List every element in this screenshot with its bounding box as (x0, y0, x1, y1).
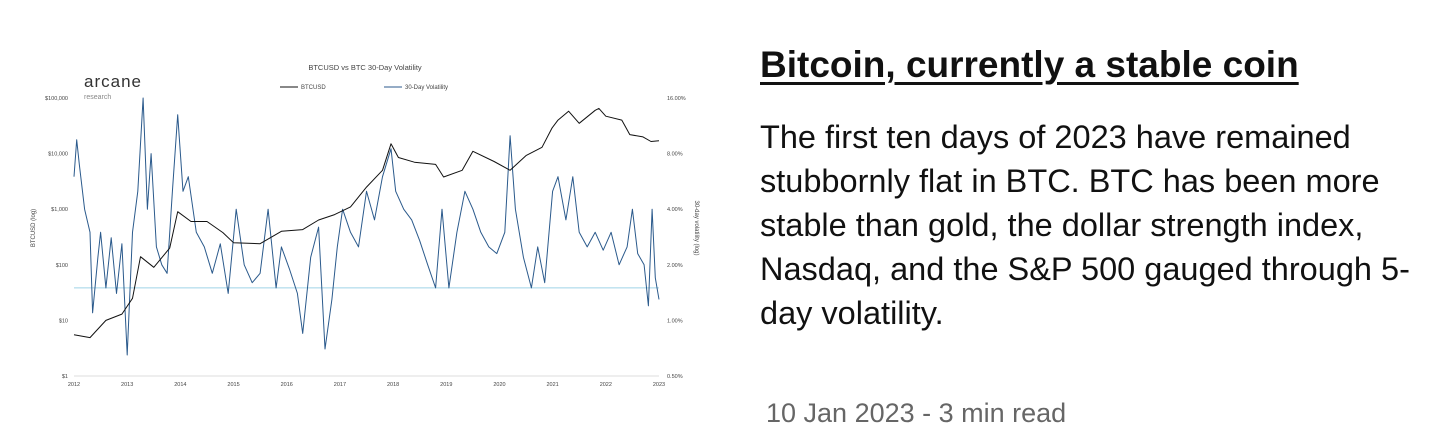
chart-image: 2012 2013 2014 2015 2016 2017 2018 2019 2020 2021… (18, 48, 708, 398)
y-tick-label: $100 (56, 263, 68, 269)
brand-sub: research (84, 94, 111, 101)
series-line-volatility (73, 97, 660, 356)
legend: BTCUSD 30-Day Volatility (280, 85, 448, 91)
legend-label-volatility: 30-Day Volatility (405, 85, 448, 91)
x-tick-label: 2021 (547, 382, 559, 388)
y-tick-label: $10,000 (48, 152, 68, 158)
y-tick-label: $10 (59, 318, 68, 324)
article-subtitle: The first ten days of 2023 have remained… (760, 119, 1410, 331)
y2-axis-label: 30-day volatility (log) (693, 200, 699, 255)
x-tick-label: 2023 (653, 382, 665, 388)
y-axis-label: BTCUSD (log) (31, 209, 37, 247)
x-tick-label: 2018 (387, 382, 399, 388)
y-tick-label: $1,000 (51, 207, 68, 213)
series-line-btcusd (73, 107, 660, 339)
arcane-logo: arcane research (84, 72, 142, 101)
y2-tick-label: 8.00% (667, 152, 683, 158)
x-tick-label: 2019 (440, 382, 452, 388)
chart-title: BTCUSD vs BTC 30-Day Volatility (308, 63, 422, 72)
y-tick-label: $100,000 (45, 96, 68, 102)
x-tick-label: 2013 (121, 382, 133, 388)
brand-name: arcane (84, 72, 142, 91)
x-tick-label: 2016 (281, 382, 293, 388)
x-tick-label: 2022 (600, 382, 612, 388)
legend-label-btcusd: BTCUSD (301, 85, 326, 91)
y2-tick-label: 1.00% (667, 318, 683, 324)
x-tick-label: 2017 (334, 382, 346, 388)
y2-tick-label: 4.00% (667, 207, 683, 213)
x-tick-label: 2015 (227, 382, 239, 388)
volatility-chart: 2012 2013 2014 2015 2016 2017 2018 2019 2020 2021… (31, 63, 699, 388)
y2-tick-label: 0.50% (667, 374, 683, 380)
y2-tick-label: 2.00% (667, 263, 683, 269)
article-meta: 10 Jan 2023 - 3 min read (766, 398, 1067, 428)
x-tick-label: 2014 (174, 382, 186, 388)
x-tick-label: 2012 (68, 382, 80, 388)
x-tick-label: 2020 (493, 382, 505, 388)
y2-tick-label: 16.00% (667, 96, 686, 102)
y-tick-label: $1 (62, 374, 68, 380)
article-title[interactable]: Bitcoin, currently a stable coin (760, 44, 1299, 85)
